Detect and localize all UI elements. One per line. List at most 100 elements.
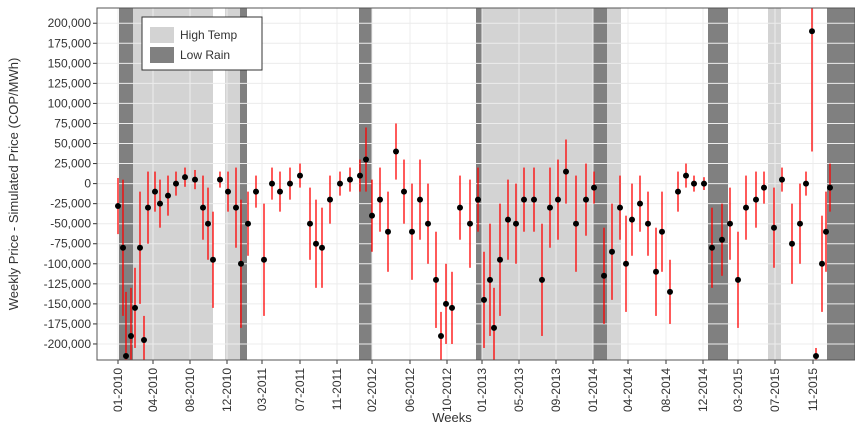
point [120,244,126,251]
y-tick-label: 150,000 [48,56,92,70]
y-axis-title: Weekly Price - Simulated Price (COP/MWh) [6,58,21,311]
point [487,276,493,283]
point [645,220,651,227]
point [238,260,244,267]
point [433,276,439,283]
point [727,220,733,227]
point [115,203,121,210]
point [701,180,707,187]
y-tick-label: 0 [84,177,91,191]
point [771,224,777,231]
y-tick-label: -150,000 [44,297,92,311]
y-tick-label: 200,000 [48,16,92,30]
point [182,174,188,181]
point [513,220,519,227]
x-tick-label: 03-2011 [255,368,269,411]
x-tick-label: 05-2013 [512,368,526,412]
point [157,200,163,207]
point [617,204,623,211]
y-tick-label: -200,000 [44,337,92,351]
point [417,196,423,203]
point [261,256,267,263]
y-tick-label: 125,000 [48,76,92,90]
point [609,248,615,255]
point [457,204,463,211]
point [521,196,527,203]
point [438,332,444,339]
y-tick-label: -25,000 [50,197,91,211]
point [287,180,293,187]
point [659,228,665,235]
x-tick-label: 11-2015 [806,368,820,411]
point [653,268,659,275]
point [491,324,497,331]
point [583,196,589,203]
x-tick-label: 01-2010 [111,368,125,412]
y-tick-label: -50,000 [50,217,91,231]
point [789,240,795,247]
plot-border [96,7,855,361]
y-tick-label: -75,000 [50,237,91,251]
point [132,304,138,311]
point [539,276,545,283]
point [369,212,375,219]
point [555,196,561,203]
point [803,180,809,187]
point [719,236,725,243]
x-tick-label: 11-2011 [330,368,344,411]
x-tick-label: 12-2014 [696,368,710,412]
point [591,184,597,191]
point [337,180,343,187]
point [123,352,129,359]
x-tick-label: 03-2015 [731,368,745,412]
point [192,176,198,183]
x-tick-label: 04-2014 [621,368,635,412]
point [683,172,689,179]
x-tick-label: 08-2014 [659,368,673,412]
point [573,220,579,227]
x-tick-label: 02-2012 [365,368,379,412]
point [425,220,431,227]
point [128,332,134,339]
point [823,228,829,235]
point [443,300,449,307]
point [205,220,211,227]
point [385,228,391,235]
point [691,180,697,187]
point [313,240,319,247]
y-tick-label: 25,000 [54,157,91,171]
point [409,228,415,235]
x-tick-label: 12-2010 [220,368,234,412]
x-tick-label: 04-2010 [146,368,160,412]
point [761,184,767,191]
point [319,244,325,251]
point [253,188,259,195]
point [637,200,643,207]
x-tick-label: 01-2013 [475,368,489,412]
point [152,188,158,195]
point [753,196,759,203]
point [467,220,473,227]
point [245,220,251,227]
point [475,196,481,203]
point [667,288,673,295]
point [827,184,833,191]
point [497,256,503,263]
x-tick-label: 07-2015 [768,368,782,412]
legend-swatch [150,27,174,43]
point [363,156,369,163]
point [347,176,353,183]
point [779,176,785,183]
y-tick-label: -175,000 [44,317,92,331]
point [137,244,143,251]
point [269,180,275,187]
point [210,256,216,263]
y-tick-label: 50,000 [54,137,91,151]
y-tick-label: 100,000 [48,96,92,110]
legend: High Temp Low Rain [141,16,263,71]
y-tick-label: 175,000 [48,36,92,50]
point [481,296,487,303]
x-tick-label: 07-2011 [293,368,307,411]
point [797,220,803,227]
